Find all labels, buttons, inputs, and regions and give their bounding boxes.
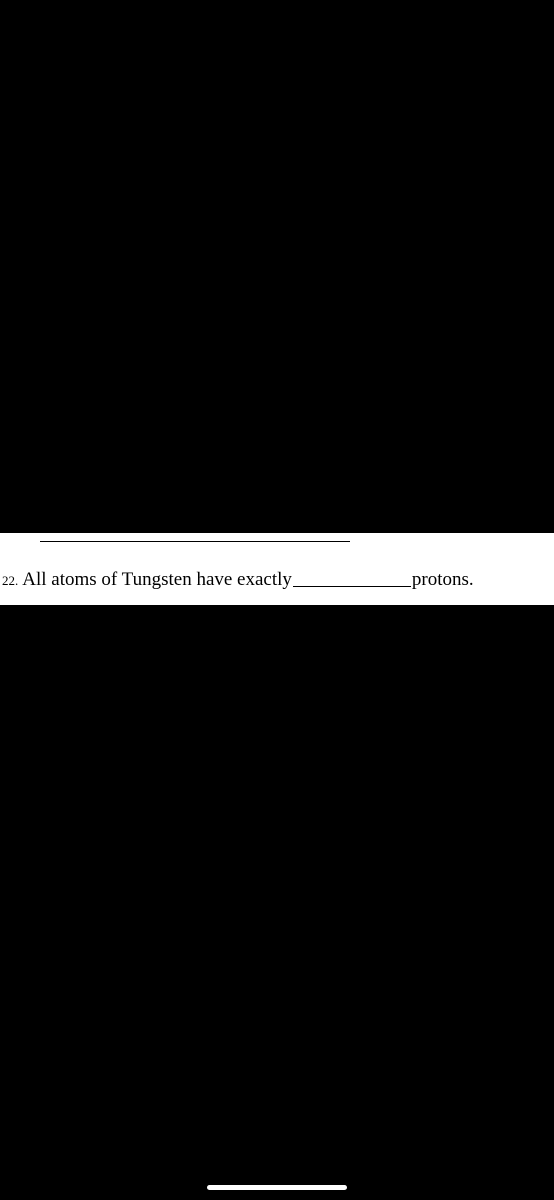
question-text-after: protons.	[412, 569, 474, 591]
document-strip: 22. All atoms of Tungsten have exactly p…	[0, 533, 554, 605]
question-22: 22. All atoms of Tungsten have exactly p…	[2, 569, 552, 591]
home-indicator[interactable]	[207, 1185, 347, 1190]
fill-in-blank	[293, 571, 411, 587]
previous-blank-line	[40, 541, 350, 542]
question-number: 22.	[2, 573, 18, 589]
question-text-before: All atoms of Tungsten have exactly	[22, 569, 292, 591]
